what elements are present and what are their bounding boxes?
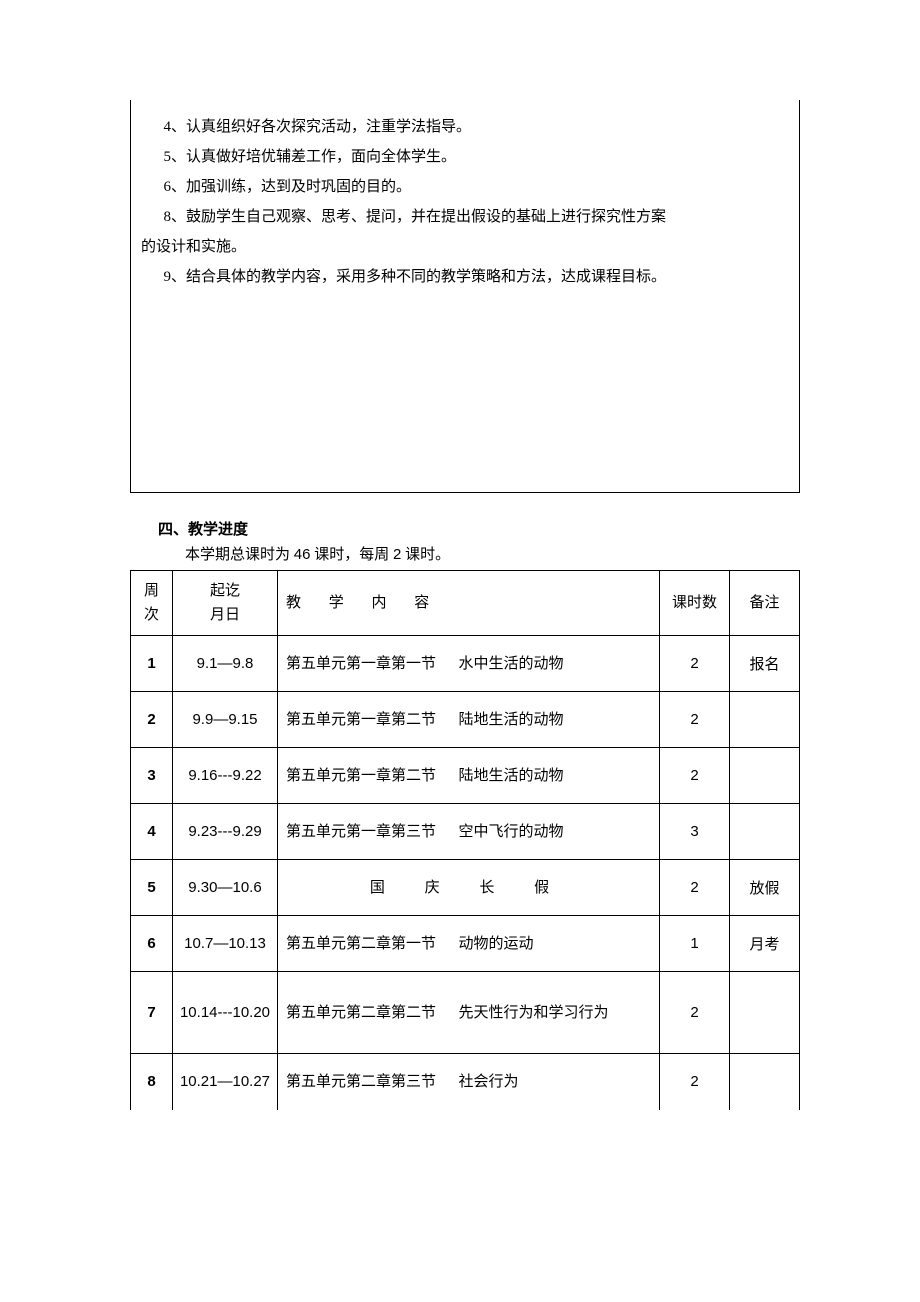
cell-date: 10.7—10.13	[173, 916, 278, 972]
cell-date: 9.1—9.8	[173, 636, 278, 692]
cell-content: 第五单元第二章第三节社会行为	[278, 1054, 660, 1110]
cell-note: 报名	[730, 636, 800, 692]
cell-content: 第五单元第一章第一节水中生活的动物	[278, 636, 660, 692]
table-row: 39.16---9.22第五单元第一章第二节陆地生活的动物2	[131, 748, 800, 804]
schedule-table: 周 次 起讫 月日 教 学 内 容 课时数 备注 19.1—9.8第五单元第一章…	[130, 570, 800, 1110]
cell-note	[730, 804, 800, 860]
th-date-l2: 月日	[210, 607, 240, 623]
cell-hours: 3	[660, 804, 730, 860]
table-row: 59.30—10.6国 庆 长 假2放假	[131, 860, 800, 916]
th-hours: 课时数	[660, 571, 730, 636]
cell-hours: 2	[660, 1054, 730, 1110]
cell-note: 月考	[730, 916, 800, 972]
cell-week: 4	[131, 804, 173, 860]
cell-date: 9.9—9.15	[173, 692, 278, 748]
cell-week: 8	[131, 1054, 173, 1110]
th-week-l2: 次	[144, 607, 159, 623]
cell-week: 6	[131, 916, 173, 972]
page-container: 4、认真组织好各次探究活动，注重学法指导。 5、认真做好培优辅差工作，面向全体学…	[0, 0, 920, 1170]
intro-num1: 46	[294, 546, 311, 563]
cell-content: 第五单元第二章第一节动物的运动	[278, 916, 660, 972]
measure-line-4: 4、认真组织好各次探究活动，注重学法指导。	[141, 112, 789, 142]
table-row: 29.9—9.15第五单元第一章第二节陆地生活的动物2	[131, 692, 800, 748]
cell-hours: 2	[660, 692, 730, 748]
cell-hours: 2	[660, 860, 730, 916]
th-week-l1: 周	[144, 583, 159, 599]
cell-week: 3	[131, 748, 173, 804]
header-row: 周 次 起讫 月日 教 学 内 容 课时数 备注	[131, 571, 800, 636]
cell-content: 国 庆 长 假	[278, 860, 660, 916]
cell-note	[730, 1054, 800, 1110]
cell-date: 9.23---9.29	[173, 804, 278, 860]
cell-hours: 2	[660, 636, 730, 692]
table-row: 610.7—10.13第五单元第二章第一节动物的运动1月考	[131, 916, 800, 972]
cell-note	[730, 748, 800, 804]
table-row: 19.1—9.8第五单元第一章第一节水中生活的动物2报名	[131, 636, 800, 692]
cell-content: 第五单元第一章第二节陆地生活的动物	[278, 692, 660, 748]
cell-note	[730, 692, 800, 748]
cell-hours: 1	[660, 916, 730, 972]
table-row: 49.23---9.29第五单元第一章第三节空中飞行的动物3	[131, 804, 800, 860]
cell-date: 9.30—10.6	[173, 860, 278, 916]
intro-prefix: 本学期总课时为	[185, 547, 294, 563]
cell-hours: 2	[660, 748, 730, 804]
th-content: 教 学 内 容	[278, 571, 660, 636]
cell-week: 5	[131, 860, 173, 916]
cell-week: 1	[131, 636, 173, 692]
cell-content: 第五单元第一章第三节空中飞行的动物	[278, 804, 660, 860]
cell-week: 2	[131, 692, 173, 748]
table-row: 710.14---10.20第五单元第二章第二节先天性行为和学习行为2	[131, 972, 800, 1054]
measure-line-9: 9、结合具体的教学内容，采用多种不同的教学策略和方法，达成课程目标。	[141, 262, 789, 292]
intro-text: 本学期总课时为 46 课时，每周 2 课时。	[185, 543, 800, 564]
cell-hours: 2	[660, 972, 730, 1054]
measure-line-6: 6、加强训练，达到及时巩固的目的。	[141, 172, 789, 202]
measures-textbox: 4、认真组织好各次探究活动，注重学法指导。 5、认真做好培优辅差工作，面向全体学…	[130, 100, 800, 493]
section-heading: 四、教学进度	[158, 518, 800, 539]
th-note: 备注	[730, 571, 800, 636]
cell-date: 10.21—10.27	[173, 1054, 278, 1110]
intro-mid: 课时，每周	[310, 547, 393, 563]
cell-content: 第五单元第二章第二节先天性行为和学习行为	[278, 972, 660, 1054]
intro-suffix: 课时。	[401, 547, 450, 563]
cell-note	[730, 972, 800, 1054]
cell-week: 7	[131, 972, 173, 1054]
cell-date: 9.16---9.22	[173, 748, 278, 804]
measure-line-8: 8、鼓励学生自己观察、思考、提问，并在提出假设的基础上进行探究性方案	[141, 202, 789, 232]
th-date-l1: 起讫	[210, 583, 240, 599]
th-date: 起讫 月日	[173, 571, 278, 636]
cell-content: 第五单元第一章第二节陆地生活的动物	[278, 748, 660, 804]
th-week: 周 次	[131, 571, 173, 636]
table-row: 810.21—10.27第五单元第二章第三节社会行为2	[131, 1054, 800, 1110]
cell-date: 10.14---10.20	[173, 972, 278, 1054]
table-header: 周 次 起讫 月日 教 学 内 容 课时数 备注	[131, 571, 800, 636]
table-body: 19.1—9.8第五单元第一章第一节水中生活的动物2报名29.9—9.15第五单…	[131, 636, 800, 1110]
measure-line-8-cont: 的设计和实施。	[141, 232, 789, 262]
cell-note: 放假	[730, 860, 800, 916]
measure-line-5: 5、认真做好培优辅差工作，面向全体学生。	[141, 142, 789, 172]
